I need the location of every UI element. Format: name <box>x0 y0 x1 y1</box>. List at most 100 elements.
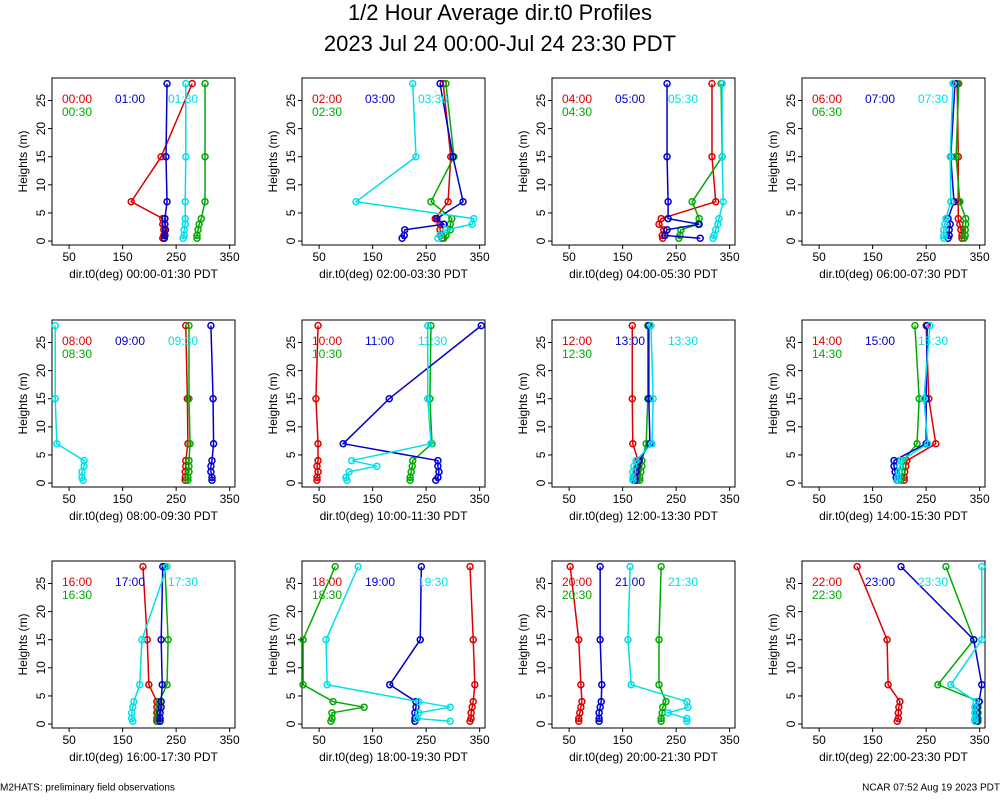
profile-line <box>856 566 901 722</box>
profile-line <box>663 83 701 240</box>
profile-point <box>971 717 979 726</box>
y-tick-label: 25 <box>284 93 298 107</box>
y-axis-label: Heights (m) <box>16 130 30 192</box>
y-tick-label: 10 <box>34 661 48 675</box>
plot-frame <box>801 77 986 246</box>
y-axis-label: Heights (m) <box>516 372 530 434</box>
profile-point <box>409 79 417 88</box>
profile-point <box>322 635 330 644</box>
profile-point <box>423 394 432 403</box>
legend-label: 14:30 <box>812 347 842 361</box>
legend-label: 06:00 <box>812 92 842 106</box>
legend-label: 01:30 <box>168 92 198 106</box>
y-tick-label: 25 <box>34 576 48 590</box>
profile-line <box>893 325 928 481</box>
x-tick-label: 150 <box>863 733 883 747</box>
profile-point <box>417 562 426 571</box>
profile-point <box>185 456 193 465</box>
y-tick-label: 15 <box>534 150 548 164</box>
profile-point <box>208 456 216 465</box>
profile-point <box>688 197 696 206</box>
profile-point <box>446 703 454 711</box>
profile-point <box>897 456 905 465</box>
profile-point <box>663 226 671 234</box>
y-tick-label: 20 <box>784 605 798 619</box>
y-tick-label: 20 <box>34 605 48 619</box>
x-tick-label: 150 <box>113 492 133 506</box>
profile-point <box>624 635 632 644</box>
x-tick-label: 250 <box>416 250 436 264</box>
legend-label: 15:00 <box>865 334 895 348</box>
y-tick-label: 0 <box>784 720 798 727</box>
y-tick-label: 10 <box>34 178 48 192</box>
x-axis-label: dir.t0(deg) 16:00-17:30 PDT <box>69 750 218 764</box>
profile-point <box>329 697 337 706</box>
x-axis-label: dir.t0(deg) 20:00-21:30 PDT <box>569 750 718 764</box>
y-tick-label: 10 <box>784 178 798 192</box>
profile-point <box>385 394 393 403</box>
x-tick-label: 250 <box>916 733 936 747</box>
profile-point <box>946 152 954 161</box>
profile-point <box>896 697 904 706</box>
plot-frame <box>551 77 736 246</box>
y-tick-label: 10 <box>784 661 798 675</box>
y-tick-label: 5 <box>34 451 48 458</box>
y-tick-label: 10 <box>284 420 298 434</box>
profile-point <box>423 321 432 330</box>
x-tick-label: 150 <box>613 250 633 264</box>
x-axis-label: dir.t0(deg) 08:00-09:30 PDT <box>69 509 218 523</box>
y-tick-label: 25 <box>34 335 48 349</box>
profile-point <box>156 717 164 726</box>
page-title: 1/2 Hour Average dir.t0 Profiles <box>348 0 652 25</box>
y-tick-label: 10 <box>534 420 548 434</box>
legend-label: 14:00 <box>812 334 842 348</box>
x-tick-label: 250 <box>666 733 686 747</box>
profile-point <box>163 562 171 571</box>
y-tick-label: 15 <box>534 392 548 406</box>
profile-point <box>632 456 640 465</box>
profile-point <box>595 717 603 726</box>
profile-point <box>911 321 919 330</box>
profile-point <box>138 635 146 644</box>
profile-line <box>678 83 723 239</box>
y-tick-label: 5 <box>784 209 798 216</box>
profile-point <box>162 152 170 161</box>
profile-point <box>201 152 209 161</box>
legend-label: 21:30 <box>668 575 698 589</box>
x-tick-label: 50 <box>312 492 326 506</box>
profile-point <box>718 152 726 161</box>
profile-line <box>903 325 937 481</box>
y-tick-label: 5 <box>534 451 548 458</box>
legend-label: 13:00 <box>615 334 645 348</box>
x-tick-label: 250 <box>666 250 686 264</box>
profile-line <box>302 566 365 722</box>
profile-point <box>715 214 723 223</box>
y-tick-label: 0 <box>784 479 798 486</box>
profile-point <box>436 79 444 88</box>
profile-point <box>342 473 350 482</box>
profile-point <box>409 456 417 465</box>
profile-point <box>185 321 193 330</box>
profile-point <box>80 456 88 465</box>
x-tick-label: 350 <box>970 250 990 264</box>
x-axis-label: dir.t0(deg) 10:00-11:30 PDT <box>320 509 469 523</box>
x-tick-label: 250 <box>166 250 186 264</box>
profile-point <box>940 234 948 243</box>
y-axis-label: Heights (m) <box>266 372 280 434</box>
y-axis-label: Heights (m) <box>516 613 530 675</box>
profile-point <box>314 456 322 465</box>
profile-point <box>373 462 381 470</box>
x-tick-label: 350 <box>470 492 490 506</box>
y-tick-label: 10 <box>784 420 798 434</box>
profile-point <box>348 456 356 465</box>
profile-point <box>449 152 457 161</box>
profile-point <box>942 562 950 571</box>
y-tick-label: 25 <box>534 576 548 590</box>
x-tick-label: 250 <box>666 492 686 506</box>
x-tick-label: 150 <box>113 733 133 747</box>
y-tick-label: 15 <box>34 150 48 164</box>
profile-point <box>185 394 193 403</box>
legend-label: 02:30 <box>312 105 342 119</box>
x-tick-label: 150 <box>113 250 133 264</box>
legend-label: 10:30 <box>312 347 342 361</box>
